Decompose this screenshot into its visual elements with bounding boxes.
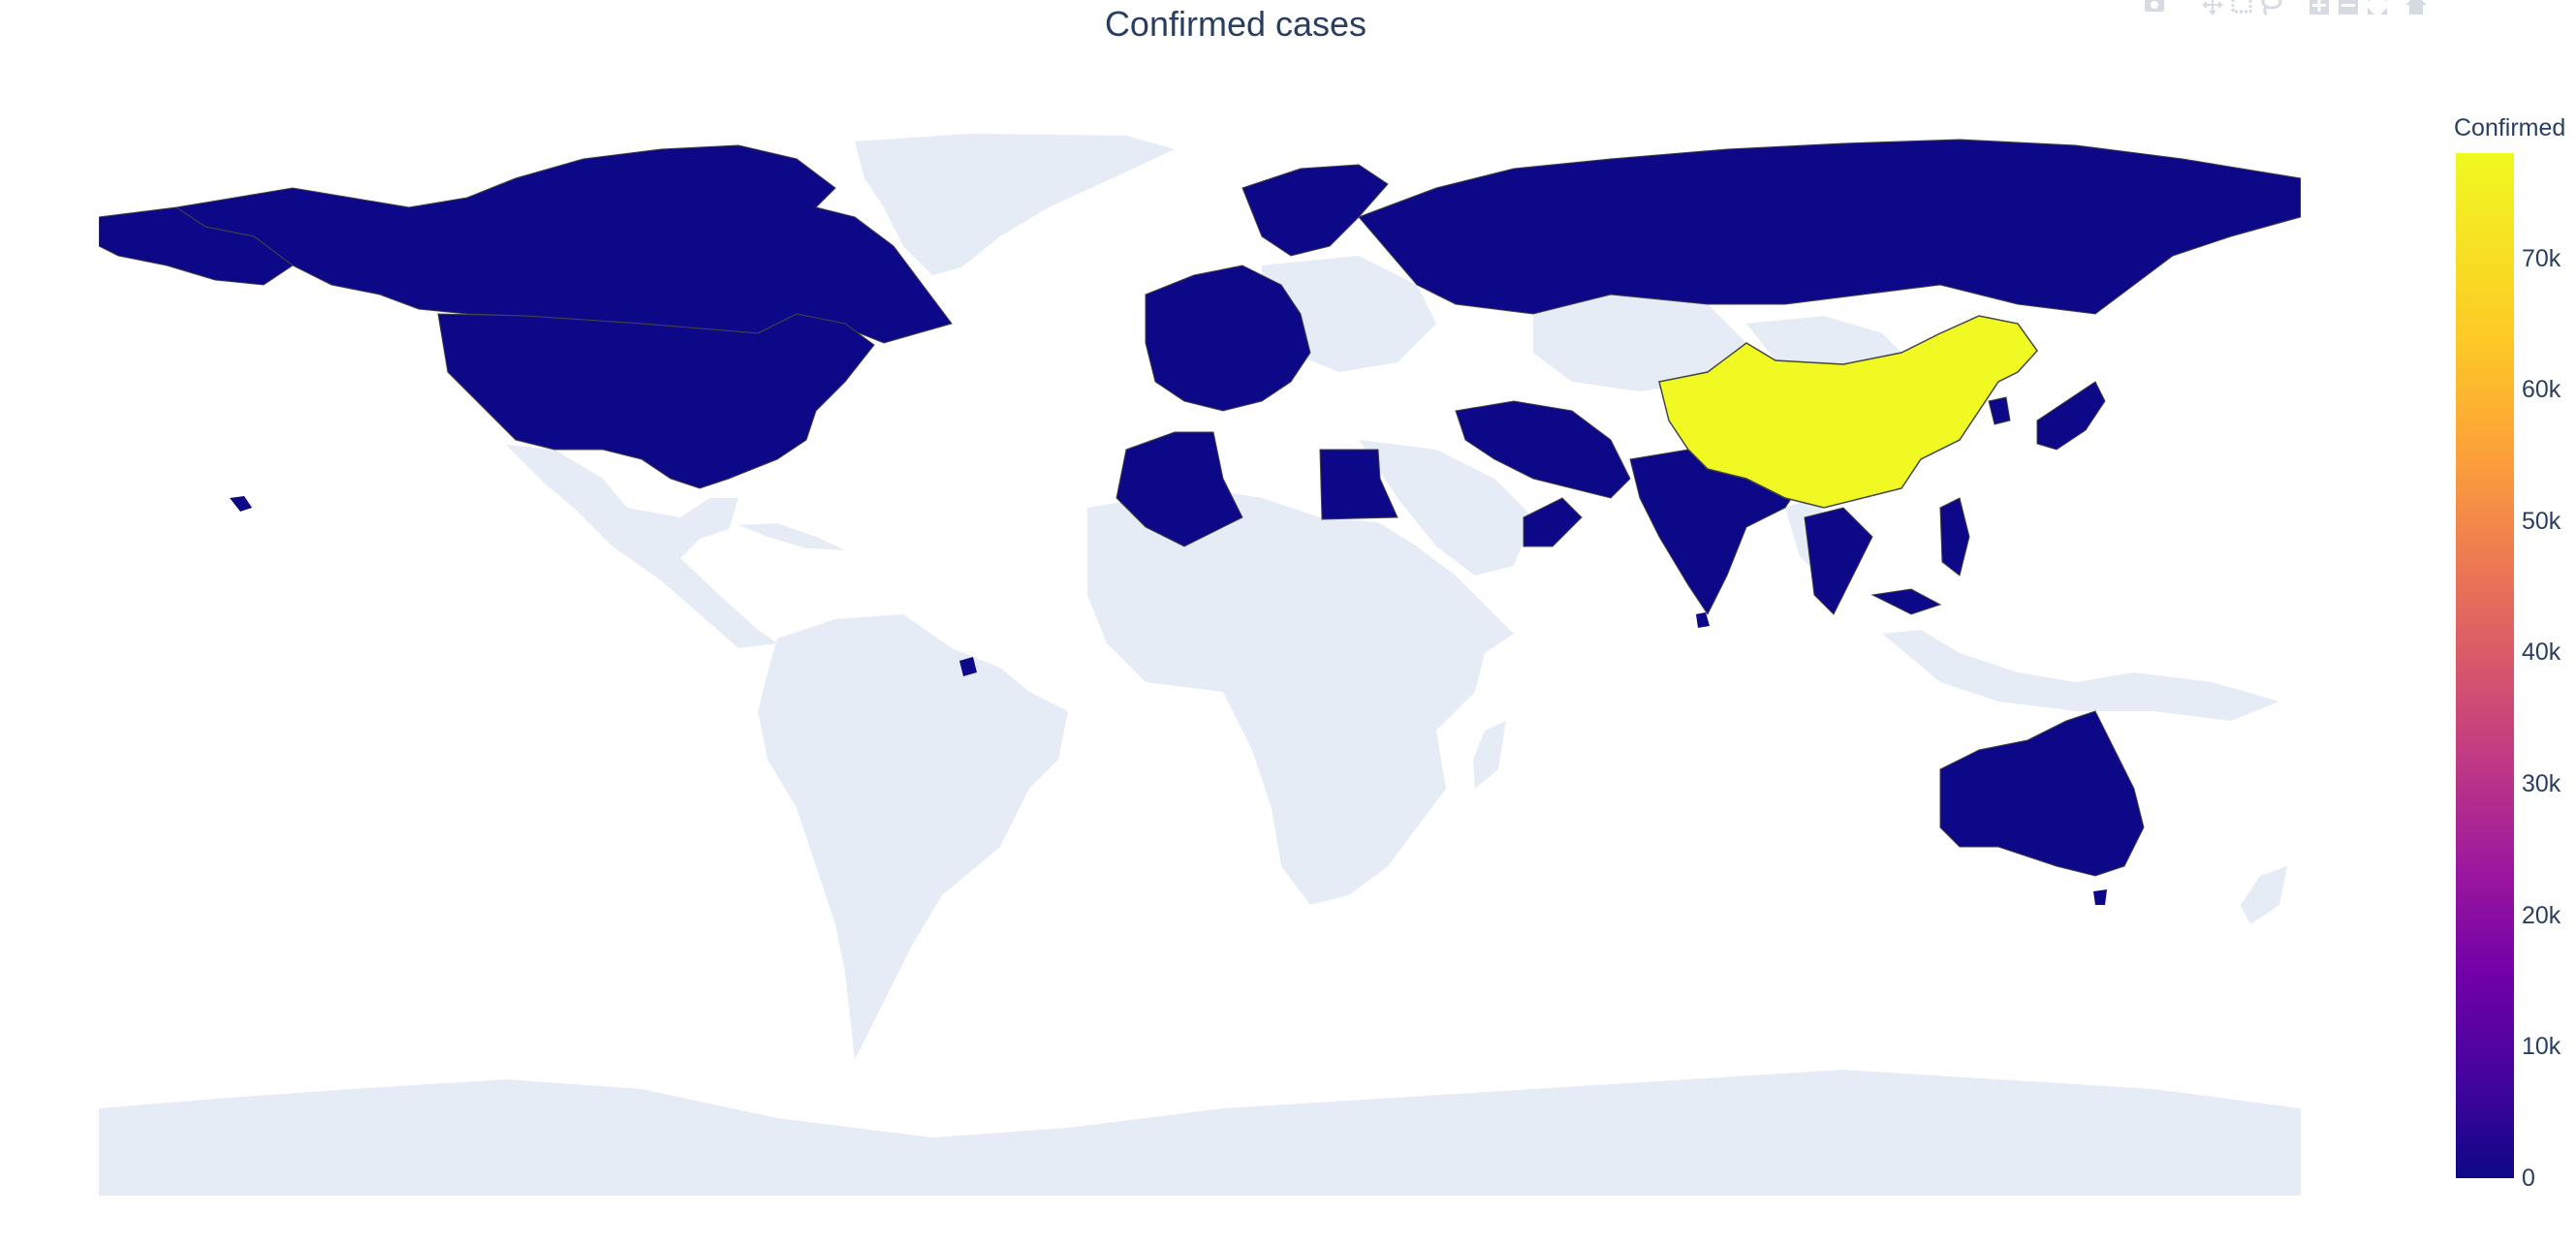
country-sri-lanka[interactable] [1696,612,1710,628]
country-madagascar[interactable] [1473,721,1506,789]
country-new-zealand[interactable] [2241,866,2287,924]
country-indonesia[interactable] [1882,630,2279,721]
colorbar-tick-label: 50k [2522,507,2561,535]
country-french-guiana[interactable] [959,657,977,676]
zoom-in-icon[interactable] [2307,0,2332,17]
country-mexico[interactable] [506,445,777,648]
country-saudi-arabia[interactable] [1359,440,1533,576]
country-russia[interactable] [1358,139,2301,315]
colorbar [2456,153,2514,1178]
country-africa[interactable] [1087,488,1514,905]
country-tasmania[interactable] [2093,889,2107,905]
home-icon[interactable] [2403,0,2429,17]
country-western-europe[interactable] [1145,265,1311,412]
colorbar-tick-label: 20k [2522,901,2561,929]
box-select-icon[interactable] [2229,0,2254,17]
country-egypt[interactable] [1319,449,1398,520]
country-canada[interactable] [174,144,953,344]
colorbar-tick-label: 30k [2522,770,2561,798]
colorbar-tick-label: 60k [2522,376,2561,404]
colorbar-tick-label: 10k [2522,1033,2561,1061]
country-cuba[interactable] [738,523,845,550]
country-philippines[interactable] [1939,497,1970,576]
country-mongolia[interactable] [1746,316,1901,364]
country-oman[interactable] [1523,497,1583,547]
country-hawaii[interactable] [230,496,252,512]
autoscale-icon[interactable] [2365,0,2390,17]
colorbar-title: Confirmed [2454,114,2566,141]
pan-icon[interactable] [2200,0,2225,17]
country-thailand[interactable] [1804,507,1873,615]
country-iran[interactable] [1455,400,1631,499]
country-australia[interactable] [1939,710,2145,877]
camera-icon[interactable] [2142,0,2167,17]
country-algeria[interactable] [1115,431,1243,547]
chart-title: Confirmed cases [1104,4,1367,44]
country-malaysia[interactable] [1870,588,1942,615]
colorbar-tick-label: 70k [2522,244,2561,272]
country-greenland[interactable] [855,134,1175,275]
country-brazil[interactable] [758,614,1068,1060]
colorbar-tick-label: 0 [2522,1165,2535,1192]
country-japan[interactable] [2036,381,2106,451]
country-antarctica[interactable] [99,1070,2301,1196]
lasso-icon[interactable] [2258,0,2283,17]
geo-map[interactable] [99,91,2301,1196]
country-united-states[interactable] [437,313,875,489]
country-china[interactable] [1658,315,2038,509]
modebar [2130,0,2576,21]
country-kazakhstan[interactable] [1533,295,1746,391]
colorbar-tick-label: 40k [2522,639,2561,667]
country-alaska[interactable] [99,206,294,286]
zoom-out-icon[interactable] [2336,0,2361,17]
country-south-korea[interactable] [1988,396,2011,425]
